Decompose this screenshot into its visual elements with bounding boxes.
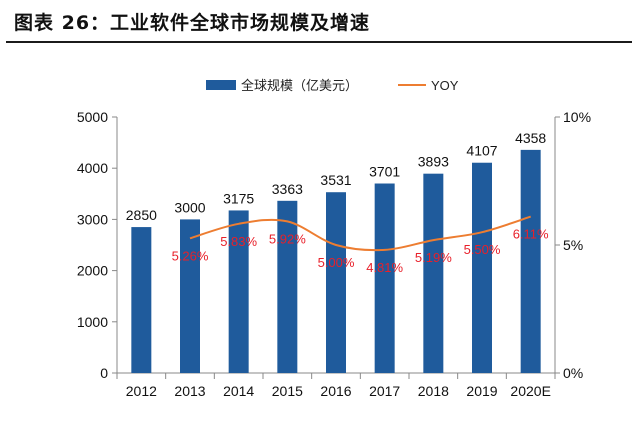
bar-value-label: 3000 xyxy=(174,199,205,215)
yoy-value-label: 5.50% xyxy=(464,242,501,257)
y-left-tick-label: 5000 xyxy=(77,109,108,125)
bar xyxy=(374,183,395,373)
x-tick-label: 2020E xyxy=(510,383,550,399)
legend-label-bar: 全球规模（亿美元） xyxy=(241,78,358,93)
yoy-value-label: 4.81% xyxy=(366,260,403,275)
x-tick-label: 2014 xyxy=(223,383,254,399)
y-right-tick-label: 10% xyxy=(563,109,591,125)
y-right-tick-label: 5% xyxy=(563,237,583,253)
x-tick-label: 2017 xyxy=(369,383,400,399)
bar-value-label: 2850 xyxy=(126,207,157,223)
x-tick-label: 2018 xyxy=(418,383,449,399)
yoy-value-label: 5.92% xyxy=(269,231,306,246)
line-series xyxy=(189,215,532,252)
figure-header: 图表 26：工业软件全球市场规模及增速 xyxy=(0,0,640,44)
yoy-value-label: 5.00% xyxy=(318,255,355,270)
bar xyxy=(228,210,249,373)
x-tick-label: 2013 xyxy=(174,383,205,399)
figure-title: 图表 26：工业软件全球市场规模及增速 xyxy=(14,12,371,34)
yoy-value-label: 6.11% xyxy=(513,227,549,242)
bar xyxy=(180,219,200,373)
bar-value-label: 3175 xyxy=(223,190,254,206)
legend-label-line: YOY xyxy=(431,78,459,93)
bar-value-label: 3893 xyxy=(418,154,449,170)
legend-swatch-bar xyxy=(206,80,236,90)
bar-value-label: 3701 xyxy=(369,164,400,180)
x-tick-label: 2015 xyxy=(272,383,303,399)
bar xyxy=(423,173,444,373)
y-right-tick-label: 0% xyxy=(563,365,583,381)
bar-value-label: 3363 xyxy=(272,181,303,197)
yoy-value-label: 5.19% xyxy=(415,250,452,265)
x-tick-label: 2012 xyxy=(126,383,157,399)
bar-value-label: 4107 xyxy=(466,143,497,159)
yoy-line xyxy=(189,215,532,252)
bar-value-label: 4358 xyxy=(515,130,546,146)
bar xyxy=(277,200,298,373)
bar xyxy=(472,162,492,373)
y-left-tick-label: 1000 xyxy=(77,314,108,330)
bar xyxy=(131,227,152,373)
legend: 全球规模（亿美元） YOY xyxy=(206,78,459,93)
yoy-value-label: 5.26% xyxy=(172,248,209,263)
bar-series xyxy=(131,149,541,373)
y-left-tick-label: 3000 xyxy=(77,211,108,227)
y-left-tick-label: 2000 xyxy=(77,263,108,279)
y-left-tick-label: 4000 xyxy=(77,160,108,176)
yoy-value-label: 5.83% xyxy=(220,234,257,249)
data-labels: 2850 3000 3175 3363 3531 3701 3893 4107 4358 5.26… xyxy=(126,130,549,275)
bar xyxy=(326,192,346,373)
bar-value-label: 3531 xyxy=(320,172,351,188)
header-divider xyxy=(6,41,632,43)
bar xyxy=(520,149,541,373)
x-tick-label: 2019 xyxy=(466,383,497,399)
y-left-tick-label: 0 xyxy=(100,365,108,381)
x-tick-label: 2016 xyxy=(320,383,351,399)
